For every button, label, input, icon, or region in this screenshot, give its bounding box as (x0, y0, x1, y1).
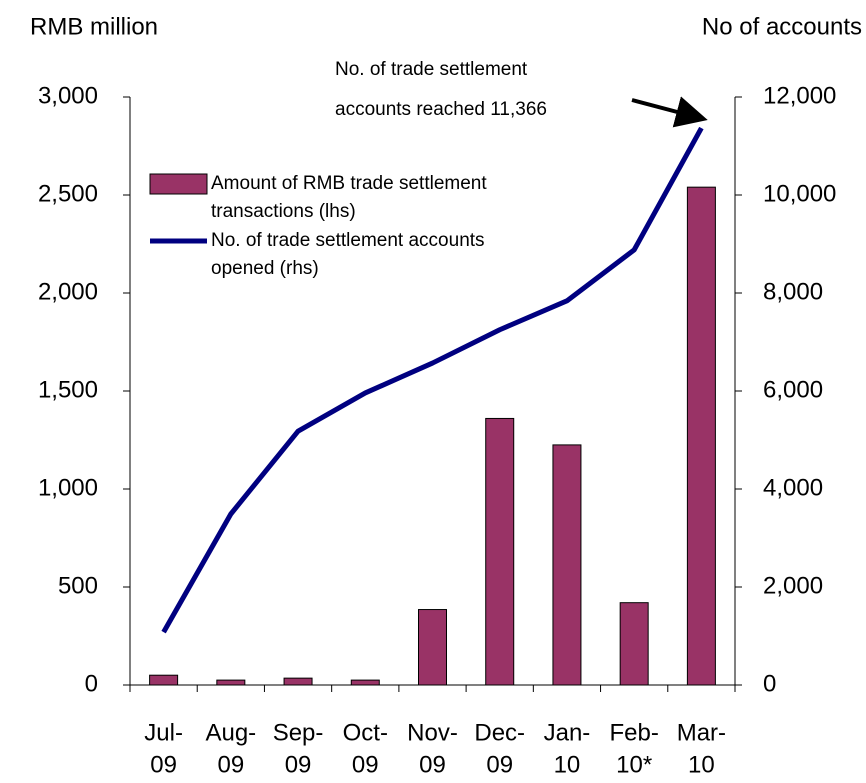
x-tick-label: Jul- (144, 719, 183, 746)
x-tick-label: Dec- (474, 719, 525, 746)
x-tick-label: Sep- (273, 719, 324, 746)
bar (552, 444, 582, 686)
x-tick-label: 10* (616, 751, 652, 778)
y2-tick-label: 4,000 (763, 474, 823, 501)
y2-tick-label: 12,000 (763, 82, 836, 109)
bar (686, 186, 716, 686)
x-tick-label: 09 (419, 751, 446, 778)
y-tick-label: 2,000 (38, 278, 98, 305)
y-tick-label: 1,500 (38, 376, 98, 403)
x-tick-label: Jan- (544, 719, 591, 746)
bar (619, 602, 649, 686)
annotation-arrow (631, 96, 708, 128)
x-tick-label: 09 (285, 751, 312, 778)
y2-axis-label: No of accounts (702, 13, 862, 40)
bar (350, 679, 380, 686)
x-tick-label: 09 (352, 751, 379, 778)
x-tick-label: 10 (554, 751, 581, 778)
y2-tick-label: 8,000 (763, 278, 823, 305)
y2-tick-label: 0 (763, 670, 776, 697)
x-tick-label: Nov- (407, 719, 458, 746)
legend-label: transactions (lhs) (211, 201, 356, 222)
x-tick-label: Mar- (677, 719, 726, 746)
legend-swatch (149, 173, 208, 195)
legend-label: No. of trade settlement accounts (211, 230, 485, 251)
annotation: accounts reached 11,366 (335, 99, 547, 120)
legend-label: opened (rhs) (211, 258, 319, 279)
bar (418, 609, 447, 686)
annotation: No. of trade settlement (335, 59, 528, 80)
bar (216, 679, 246, 686)
x-tick-label: 10 (688, 751, 715, 778)
line (161, 126, 704, 634)
y-tick-label: 1,000 (38, 474, 98, 501)
y-tick-label: 0 (85, 670, 98, 697)
y-tick-label: 2,500 (38, 180, 98, 207)
x-tick-label: 09 (217, 751, 244, 778)
y-tick-label: 3,000 (38, 82, 98, 109)
x-tick-label: Aug- (205, 719, 256, 746)
y2-tick-label: 10,000 (763, 180, 836, 207)
x-tick-label: 09 (486, 751, 513, 778)
bar (283, 677, 313, 686)
x-tick-label: Oct- (343, 719, 388, 746)
y-tick-label: 500 (58, 572, 98, 599)
bar (149, 674, 179, 686)
x-tick-label: Feb- (609, 719, 658, 746)
legend-label: Amount of RMB trade settlement (211, 173, 487, 194)
x-tick-label: 09 (150, 751, 177, 778)
bar (485, 417, 515, 686)
y2-tick-label: 2,000 (763, 572, 823, 599)
y2-tick-label: 6,000 (763, 376, 823, 403)
y-axis-label: RMB million (30, 13, 158, 40)
